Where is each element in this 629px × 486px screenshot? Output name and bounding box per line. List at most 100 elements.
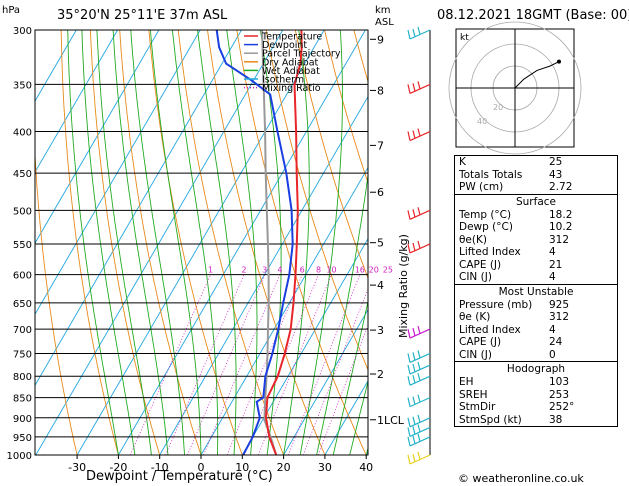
- index-value: 38: [549, 413, 563, 426]
- hodograph-storm-motion: [557, 59, 561, 64]
- hodograph-indices: EH 103 SREH 253 StmDir 252° StmSpd (kt) 38: [455, 376, 617, 426]
- index-value: 4: [549, 271, 556, 283]
- index-row: Lifted Index 4: [455, 324, 617, 337]
- pressure-tick-label: 900: [13, 414, 32, 425]
- indices-panel: K 25 Totals Totals 43 PW (cm) 2.72 Surface Te…: [454, 155, 618, 427]
- legend-label: Wet Adiabat: [262, 66, 320, 77]
- hodograph-ring: [448, 21, 582, 155]
- index-row: PW (cm) 2.72: [455, 181, 617, 194]
- pressure-tick-label: 350: [13, 80, 32, 91]
- barb-flag: [407, 417, 411, 427]
- index-row: StmSpd (kt) 38: [455, 414, 617, 427]
- km-tick-label: 6: [377, 186, 384, 199]
- x-tick-label: -30: [68, 461, 86, 474]
- wind-barb-icon: [407, 128, 431, 142]
- pressure-tick-label: 800: [13, 372, 32, 383]
- legend-label: Temperature: [261, 32, 322, 43]
- index-row: θe(K) 312: [455, 234, 617, 247]
- index-row: CAPE (J) 24: [455, 336, 617, 349]
- km-tick-label: 2: [377, 368, 384, 381]
- barb-flag: [412, 352, 416, 361]
- mixing-ratio-axis-label: Mixing Ratio (g/kg): [397, 234, 410, 338]
- wind-barb-icon: [407, 433, 431, 447]
- surface-title: Surface: [455, 193, 617, 209]
- index-value: 252°: [549, 401, 575, 413]
- pressure-tick-label: 500: [13, 206, 32, 217]
- index-value: 2.72: [549, 181, 573, 193]
- hodograph-trace: [514, 61, 560, 89]
- barb-flag: [417, 424, 421, 433]
- wet-adiabat-line: [96, 30, 152, 455]
- x-tick-label: -20: [109, 461, 127, 474]
- hpa-axis-label: hPa: [2, 5, 21, 16]
- wet-adiabat-line: [81, 30, 136, 455]
- barb-flag: [417, 373, 421, 381]
- x-tick-label: 20: [277, 461, 291, 474]
- mixing-ratio-label: 3: [262, 266, 267, 275]
- location-label: 35°20'N 25°11'E 37m ASL: [57, 8, 228, 23]
- barb-flag: [417, 207, 421, 215]
- dry-adiabat-line: [294, 30, 368, 280]
- wet-adiabat-line: [67, 30, 119, 455]
- barb-flag: [407, 328, 411, 339]
- barb-flag: [417, 451, 421, 460]
- index-key: θe (K): [459, 311, 491, 323]
- index-value: 4: [549, 323, 556, 336]
- index-value: 312: [549, 233, 570, 246]
- mixing-ratio-label: 4: [277, 266, 282, 275]
- index-key: StmSpd (kt): [459, 413, 522, 426]
- isotherm-line: [241, 237, 368, 455]
- km-tick-label: 3: [377, 324, 384, 337]
- barb-flag: [412, 435, 416, 445]
- index-row: Temp (°C) 18.2: [455, 209, 617, 222]
- pressure-tick-label: 750: [13, 349, 32, 360]
- isotherm-line: [159, 95, 368, 455]
- plot-area: [35, 30, 368, 455]
- barb-flag: [412, 242, 416, 252]
- mixing-ratio-line: [129, 274, 211, 455]
- pressure-tick-label: 300: [13, 26, 32, 37]
- isotherm-line: [76, 30, 325, 455]
- mixing-ratio-label: 6: [300, 266, 305, 275]
- index-key: CIN (J): [459, 348, 492, 361]
- barb-flag: [407, 436, 411, 447]
- barb-flag: [417, 240, 421, 249]
- x-tick-label: 30: [318, 461, 332, 474]
- pressure-tick-label: 600: [13, 271, 32, 282]
- barb-flag: [417, 26, 421, 35]
- copyright: © weatheronline.co.uk: [458, 472, 584, 485]
- km-tick-label: 7: [377, 139, 384, 152]
- wind-barb-icon: [407, 394, 431, 408]
- index-key: EH: [459, 376, 474, 388]
- index-row: CAPE (J) 21: [455, 259, 617, 272]
- index-value: 10.2: [549, 221, 573, 233]
- mixing-ratio-label: 10: [326, 266, 336, 275]
- index-key: SREH: [459, 388, 488, 401]
- mixing-ratio-line: [317, 324, 368, 455]
- hodograph-ring-label: 40: [477, 117, 487, 126]
- indices-top: K 25 Totals Totals 43 PW (cm) 2.72: [455, 156, 617, 194]
- km-tick-label: 5: [377, 237, 384, 250]
- wet-adiabat-line: [349, 379, 368, 455]
- barb-flag: [412, 416, 416, 425]
- km-tick-label: 9: [377, 33, 384, 46]
- barb-flag: [417, 325, 421, 334]
- barb-flag: [417, 361, 421, 370]
- index-value: 21: [549, 258, 563, 271]
- wind-barb-icon: [407, 26, 431, 40]
- asl-axis-label: ASL: [375, 17, 394, 28]
- pressure-tick-label: 450: [13, 169, 32, 180]
- barb-flag: [412, 28, 416, 38]
- most-unstable-indices: Pressure (mb) 925 θe (K) 312 Lifted Index 4 CA…: [455, 299, 617, 362]
- barb-flag: [407, 84, 411, 94]
- index-row: EH 103: [455, 376, 617, 389]
- index-key: Temp (°C): [459, 208, 512, 221]
- mixing-ratio-label: 2: [241, 266, 246, 275]
- wind-barb-icon: [407, 207, 431, 220]
- x-tick-label: 10: [235, 461, 249, 474]
- index-value: 253: [549, 388, 570, 401]
- index-key: θe(K): [459, 233, 487, 246]
- index-key: PW (cm): [459, 181, 504, 193]
- mixing-ratio-label: 25: [383, 266, 393, 275]
- barb-flag: [407, 427, 411, 437]
